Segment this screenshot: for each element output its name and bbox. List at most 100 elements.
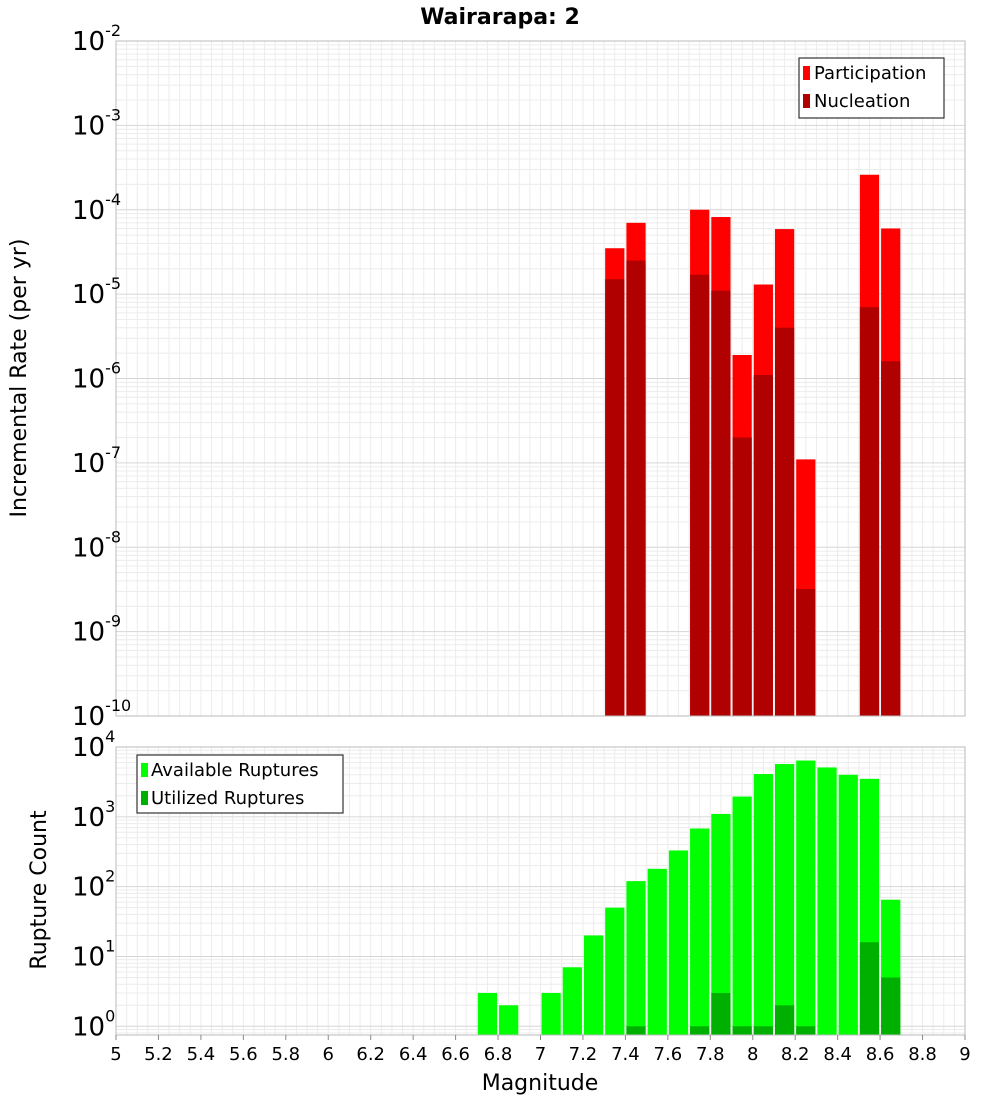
count-bar-available-ruptures [796, 760, 816, 1035]
x-tick-label: 5.4 [187, 1044, 216, 1065]
rate-y-tick-exponent: -8 [105, 527, 121, 546]
rate-y-tick-exponent: -6 [105, 359, 121, 378]
count-bar-utilized-ruptures [774, 1005, 795, 1035]
count-y-tick-exponent: 4 [105, 727, 115, 746]
x-tick-label: 8.4 [823, 1044, 852, 1065]
rate-bar-nucleation [605, 279, 625, 716]
count-bar-utilized-ruptures [859, 942, 880, 1035]
rate-y-tick-base: 10 [72, 365, 105, 395]
x-axis-label: Magnitude [482, 1071, 599, 1096]
x-tick-label: 7.4 [611, 1044, 640, 1065]
count-y-tick-label: 101 [72, 936, 115, 972]
rate-bar-nucleation [774, 327, 795, 716]
x-tick-label: 8.6 [866, 1044, 895, 1065]
x-tick-label: 6.8 [484, 1044, 513, 1065]
rate-bar-nucleation [881, 361, 901, 716]
rate-y-tick-base: 10 [72, 196, 105, 226]
rate-y-tick-base: 10 [72, 280, 105, 310]
rate-y-tick-exponent: -7 [105, 443, 121, 462]
rate-y-tick-label: 10-3 [72, 105, 121, 141]
legend-swatch-utilized [141, 791, 148, 805]
count-y-tick-base: 10 [72, 803, 105, 833]
count-bar-available-ruptures [583, 935, 604, 1035]
count-y-tick-base: 10 [72, 1012, 105, 1042]
rate-y-tick-label: 10-4 [72, 190, 121, 226]
rate-bar-nucleation [626, 260, 646, 716]
legend-label-participation: Participation [814, 63, 926, 84]
x-tick-label: 7.8 [696, 1044, 725, 1065]
rate-bar-nucleation [690, 274, 710, 716]
count-bar-available-ruptures [838, 774, 858, 1035]
rate-bar-nucleation [753, 375, 773, 716]
rate-bar-nucleation [732, 437, 752, 716]
count-bar-available-ruptures [711, 813, 731, 1035]
rate-y-tick-label: 10-6 [72, 359, 121, 395]
x-tick-label: 5.6 [229, 1044, 258, 1065]
chart-title: Wairarapa: 2 [420, 5, 580, 30]
rate-legend-box [798, 57, 945, 119]
count-y-tick-label: 104 [72, 727, 115, 763]
x-tick-label: 6 [323, 1044, 334, 1065]
count-y-tick-exponent: 0 [105, 1006, 115, 1025]
x-tick-label: 6.6 [441, 1044, 470, 1065]
x-tick-label: 5.2 [144, 1044, 173, 1065]
rate-y-tick-exponent: -2 [105, 21, 121, 40]
count-bar-utilized-ruptures [711, 992, 731, 1035]
rupture-legend: Available Ruptures Utilized Ruptures [136, 754, 344, 814]
rate-y-tick-base: 10 [72, 27, 105, 57]
count-bar-available-ruptures [647, 868, 667, 1035]
x-tick-label: 6.4 [399, 1044, 428, 1065]
count-bar-available-ruptures [499, 1005, 519, 1035]
rate-y-tick-base: 10 [72, 618, 105, 648]
count-bar-available-ruptures [605, 907, 625, 1035]
rate-y-tick-label: 10-5 [72, 274, 121, 310]
count-bar-utilized-ruptures [732, 1026, 752, 1035]
rate-y-tick-base: 10 [72, 702, 105, 732]
x-tick-label: 9 [959, 1044, 970, 1065]
count-bar-available-ruptures [732, 796, 752, 1035]
rate-y-tick-exponent: -10 [105, 696, 131, 715]
legend-label-nucleation: Nucleation [814, 91, 910, 112]
count-bar-available-ruptures [774, 764, 795, 1035]
rate-y-tick-label: 10-10 [72, 696, 131, 732]
count-bar-available-ruptures [668, 850, 689, 1035]
count-y-tick-exponent: 2 [105, 867, 115, 886]
count-y-tick-label: 100 [72, 1006, 115, 1042]
rate-y-tick-exponent: -9 [105, 612, 121, 631]
rate-bar-nucleation [859, 307, 880, 716]
rate-y-tick-label: 10-7 [72, 443, 121, 479]
rate-y-tick-label: 10-8 [72, 527, 121, 563]
rate-y-tick-exponent: -5 [105, 274, 121, 293]
rate-y-tick-label: 10-2 [72, 21, 121, 57]
count-y-tick-base: 10 [72, 873, 105, 903]
rate-bar-nucleation [711, 290, 731, 716]
count-y-tick-base: 10 [72, 942, 105, 972]
count-bar-available-ruptures [690, 828, 710, 1035]
count-bar-utilized-ruptures [753, 1026, 773, 1035]
count-bar-available-ruptures [753, 774, 773, 1035]
rate-bar-nucleation [796, 589, 816, 716]
rate-y-tick-base: 10 [72, 533, 105, 563]
count-y-tick-label: 103 [72, 797, 115, 833]
count-bar-available-ruptures [477, 992, 498, 1035]
rate-y-tick-label: 10-9 [72, 612, 121, 648]
x-tick-label: 8.8 [908, 1044, 937, 1065]
rate-y-tick-base: 10 [72, 111, 105, 141]
x-tick-label: 7.6 [654, 1044, 683, 1065]
rate-y-tick-base: 10 [72, 449, 105, 479]
x-tick-label: 7.2 [569, 1044, 598, 1065]
x-tick-label: 7 [535, 1044, 546, 1065]
bottom-y-axis-label: Rupture Count [27, 810, 52, 970]
count-bar-available-ruptures [562, 967, 582, 1035]
legend-label-available: Available Ruptures [151, 760, 319, 781]
top-y-axis-label: Incremental Rate (per yr) [7, 239, 32, 518]
count-y-tick-base: 10 [72, 733, 105, 763]
count-bar-available-ruptures [541, 992, 561, 1035]
rate-y-tick-exponent: -4 [105, 190, 121, 209]
x-tick-label: 6.2 [356, 1044, 385, 1065]
x-tick-label: 8.2 [781, 1044, 810, 1065]
rate-plot: 10-210-310-410-510-610-710-810-910-10 [72, 21, 966, 732]
